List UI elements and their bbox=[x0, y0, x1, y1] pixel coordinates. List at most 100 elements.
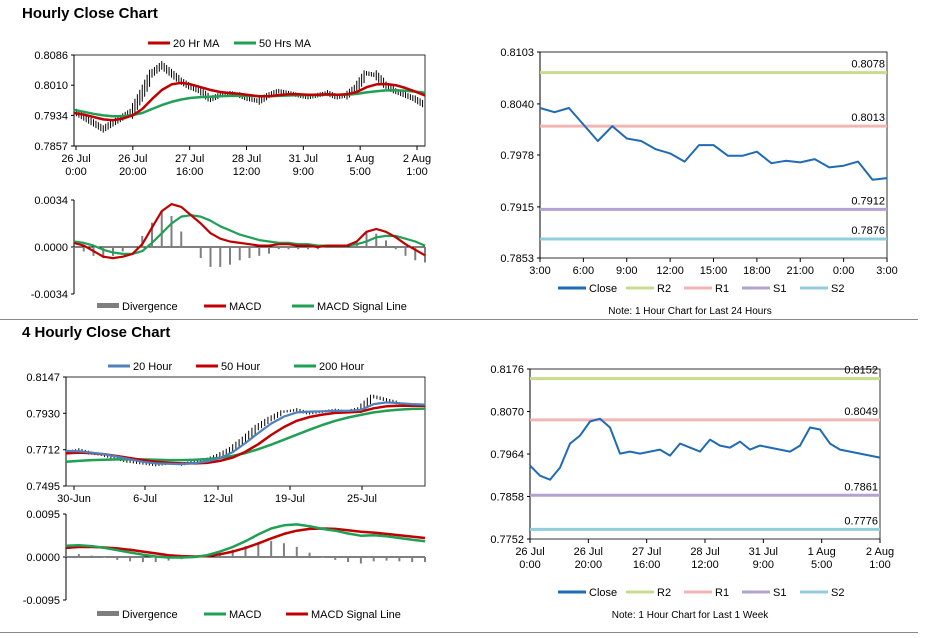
h1-price-x-tick-label: 1:00 bbox=[406, 166, 427, 178]
h1-24h-plot-frame bbox=[539, 51, 888, 259]
h1-week-y-tick-label: 0.7964 bbox=[490, 449, 524, 461]
h4-legend-divergence-label: Divergence bbox=[122, 609, 178, 621]
h1-24h-y-tick-label: 0.8040 bbox=[500, 99, 534, 111]
h4-price-x-tick-label: 19-Jul bbox=[275, 493, 305, 505]
h4-ma20-line bbox=[65, 401, 426, 466]
h1-price-x-tick-label: 16:00 bbox=[176, 166, 204, 178]
h4-price-y-tick-label: 0.7495 bbox=[26, 481, 60, 493]
h1-24h-legend-s2-label: S2 bbox=[831, 283, 844, 295]
h4-price-y-tick-label: 0.7712 bbox=[26, 445, 60, 457]
h1-24h-x-tick-label: 18:00 bbox=[743, 265, 771, 277]
h1-week-x-tick-label: 16:00 bbox=[633, 559, 661, 571]
h1-week-x-tick-label: 2 Aug bbox=[866, 546, 894, 558]
h1-24h-y-tick-label: 0.7915 bbox=[500, 202, 534, 214]
h1-week-x-tick-label: 5:00 bbox=[811, 559, 832, 571]
h1-24h-legend-close-label: Close bbox=[589, 283, 617, 295]
h4-legend-macd-label: MACD bbox=[229, 609, 261, 621]
h1-24h-level-s1-label: 0.7912 bbox=[851, 195, 885, 207]
h1-price-y-tick-label: 0.8086 bbox=[34, 50, 68, 62]
h1-24h-x-tick-label: 3:00 bbox=[529, 265, 550, 277]
h4-price-x-tick-label: 30-Jun bbox=[57, 493, 91, 505]
h1-legend-ma50-label: 50 Hrs MA bbox=[259, 38, 312, 50]
h1-24h-x-tick-label: 21:00 bbox=[786, 265, 814, 277]
h1-price-x-tick-label: 5:00 bbox=[349, 166, 370, 178]
h4-price-plot-frame bbox=[65, 376, 426, 487]
h4-legend-ma50-label: 50 Hour bbox=[221, 361, 260, 373]
h1-24h-x-tick-label: 9:00 bbox=[616, 265, 637, 277]
h1-24h-legend-s1-label: S1 bbox=[773, 283, 786, 295]
h1-week-x-tick-label: 26 Jul bbox=[574, 546, 603, 558]
h1-ma20-line bbox=[73, 81, 426, 122]
h1-24h-x-tick-label: 15:00 bbox=[700, 265, 728, 277]
h4-macd-line bbox=[65, 523, 426, 559]
h1-week-note: Note: 1 Hour Chart for Last 1 Week bbox=[612, 610, 770, 621]
h1-week-y-tick-label: 0.7752 bbox=[490, 534, 524, 546]
h1-legend-divergence-label: Divergence bbox=[122, 301, 178, 313]
h4-legend-ma20-label: 20 Hour bbox=[133, 361, 172, 373]
h1-week-legend-r2-label: R2 bbox=[657, 587, 671, 599]
h1-24h-close-line bbox=[539, 107, 888, 181]
h1-week-legend-close-label: Close bbox=[589, 587, 617, 599]
h1-24h-x-tick-label: 3:00 bbox=[876, 265, 897, 277]
h1-24h-y-tick-label: 0.7853 bbox=[500, 253, 534, 265]
h1-week-level-r2-label: 0.8152 bbox=[844, 365, 878, 377]
h1-legend-macd-label: MACD bbox=[229, 301, 261, 313]
h4-legend-signal-label: MACD Signal Line bbox=[311, 609, 401, 621]
h1-24h-x-tick-label: 6:00 bbox=[573, 265, 594, 277]
h1-legend-signal-label: MACD Signal Line bbox=[317, 301, 407, 313]
h1-week-level-s2-label: 0.7776 bbox=[844, 515, 878, 527]
h1-price-y-tick-label: 0.7934 bbox=[34, 110, 68, 122]
hourly-chart-title: Hourly Close Chart bbox=[22, 5, 158, 22]
h1-macd-line bbox=[73, 203, 426, 260]
h1-week-level-s1-label: 0.7861 bbox=[844, 481, 878, 493]
h4-price-x-tick-label: 12-Jul bbox=[203, 493, 233, 505]
h1-price-x-tick-label: 26 Jul bbox=[118, 153, 147, 165]
bottom-divider bbox=[0, 632, 918, 633]
h1-24h-legend-r2-label: R2 bbox=[657, 283, 671, 295]
h4-macd-y-tick-label: 0.0000 bbox=[26, 552, 60, 564]
h4-macd-y-tick-label: 0.0095 bbox=[26, 509, 60, 521]
h1-week-x-tick-label: 9:00 bbox=[753, 559, 774, 571]
h1-24h-level-r1-label: 0.8013 bbox=[851, 112, 885, 124]
h1-legend-ma20-label: 20 Hr MA bbox=[173, 38, 220, 50]
h1-week-legend-s1-label: S1 bbox=[773, 587, 786, 599]
h1-price-x-tick-label: 0:00 bbox=[65, 166, 86, 178]
h4-macd-y-tick-label: -0.0095 bbox=[23, 595, 60, 607]
h1-week-x-tick-label: 1 Aug bbox=[808, 546, 836, 558]
h4-price-y-tick-label: 0.7930 bbox=[26, 408, 60, 420]
h1-week-legend-r1-label: R1 bbox=[715, 587, 729, 599]
h1-week-x-tick-label: 28 Jul bbox=[690, 546, 719, 558]
h1-price-x-tick-label: 27 Jul bbox=[175, 153, 204, 165]
h1-week-x-tick-label: 1:00 bbox=[869, 559, 890, 571]
h1-24h-note: Note: 1 Hour Chart for Last 24 Hours bbox=[608, 306, 771, 317]
h1-24h-legend-r1-label: R1 bbox=[715, 283, 729, 295]
h1-week-y-tick-label: 0.8176 bbox=[490, 364, 524, 376]
h1-week-x-tick-label: 0:00 bbox=[519, 559, 540, 571]
h1-week-level-r1-label: 0.8049 bbox=[844, 406, 878, 418]
h1-week-x-tick-label: 12:00 bbox=[691, 559, 719, 571]
h1-24h-y-tick-label: 0.8103 bbox=[500, 47, 534, 59]
h1-week-close-line bbox=[529, 417, 881, 481]
h1-price-x-tick-label: 12:00 bbox=[233, 166, 261, 178]
h4-legend-divergence-swatch bbox=[97, 611, 119, 616]
h1-price-y-tick-label: 0.7857 bbox=[34, 141, 68, 153]
h1-price-x-tick-label: 20:00 bbox=[119, 166, 147, 178]
h1-week-x-tick-label: 27 Jul bbox=[632, 546, 661, 558]
h1-price-x-tick-label: 2 Aug bbox=[403, 153, 431, 165]
h4-legend-ma200-label: 200 Hour bbox=[319, 361, 365, 373]
four-hourly-chart-title: 4 Hourly Close Chart bbox=[22, 324, 171, 341]
h1-24h-x-tick-label: 0:00 bbox=[833, 265, 854, 277]
h1-macd-y-tick-label: 0.0000 bbox=[34, 242, 68, 254]
h1-week-x-tick-label: 26 Jul bbox=[515, 546, 544, 558]
h1-price-x-tick-label: 31 Jul bbox=[289, 153, 318, 165]
four-hourly-macd-chart: 0.0095 0.0000 -0.0095 Divergence MACD MACD Si… bbox=[23, 509, 426, 621]
h1-macd-y-tick-label: 0.0034 bbox=[34, 195, 68, 207]
h4-price-x-tick-label: 25-Jul bbox=[347, 493, 377, 505]
h1-price-x-tick-label: 26 Jul bbox=[61, 153, 90, 165]
h1-price-x-tick-label: 9:00 bbox=[293, 166, 314, 178]
h1-24h-level-r2-label: 0.8078 bbox=[851, 59, 885, 71]
